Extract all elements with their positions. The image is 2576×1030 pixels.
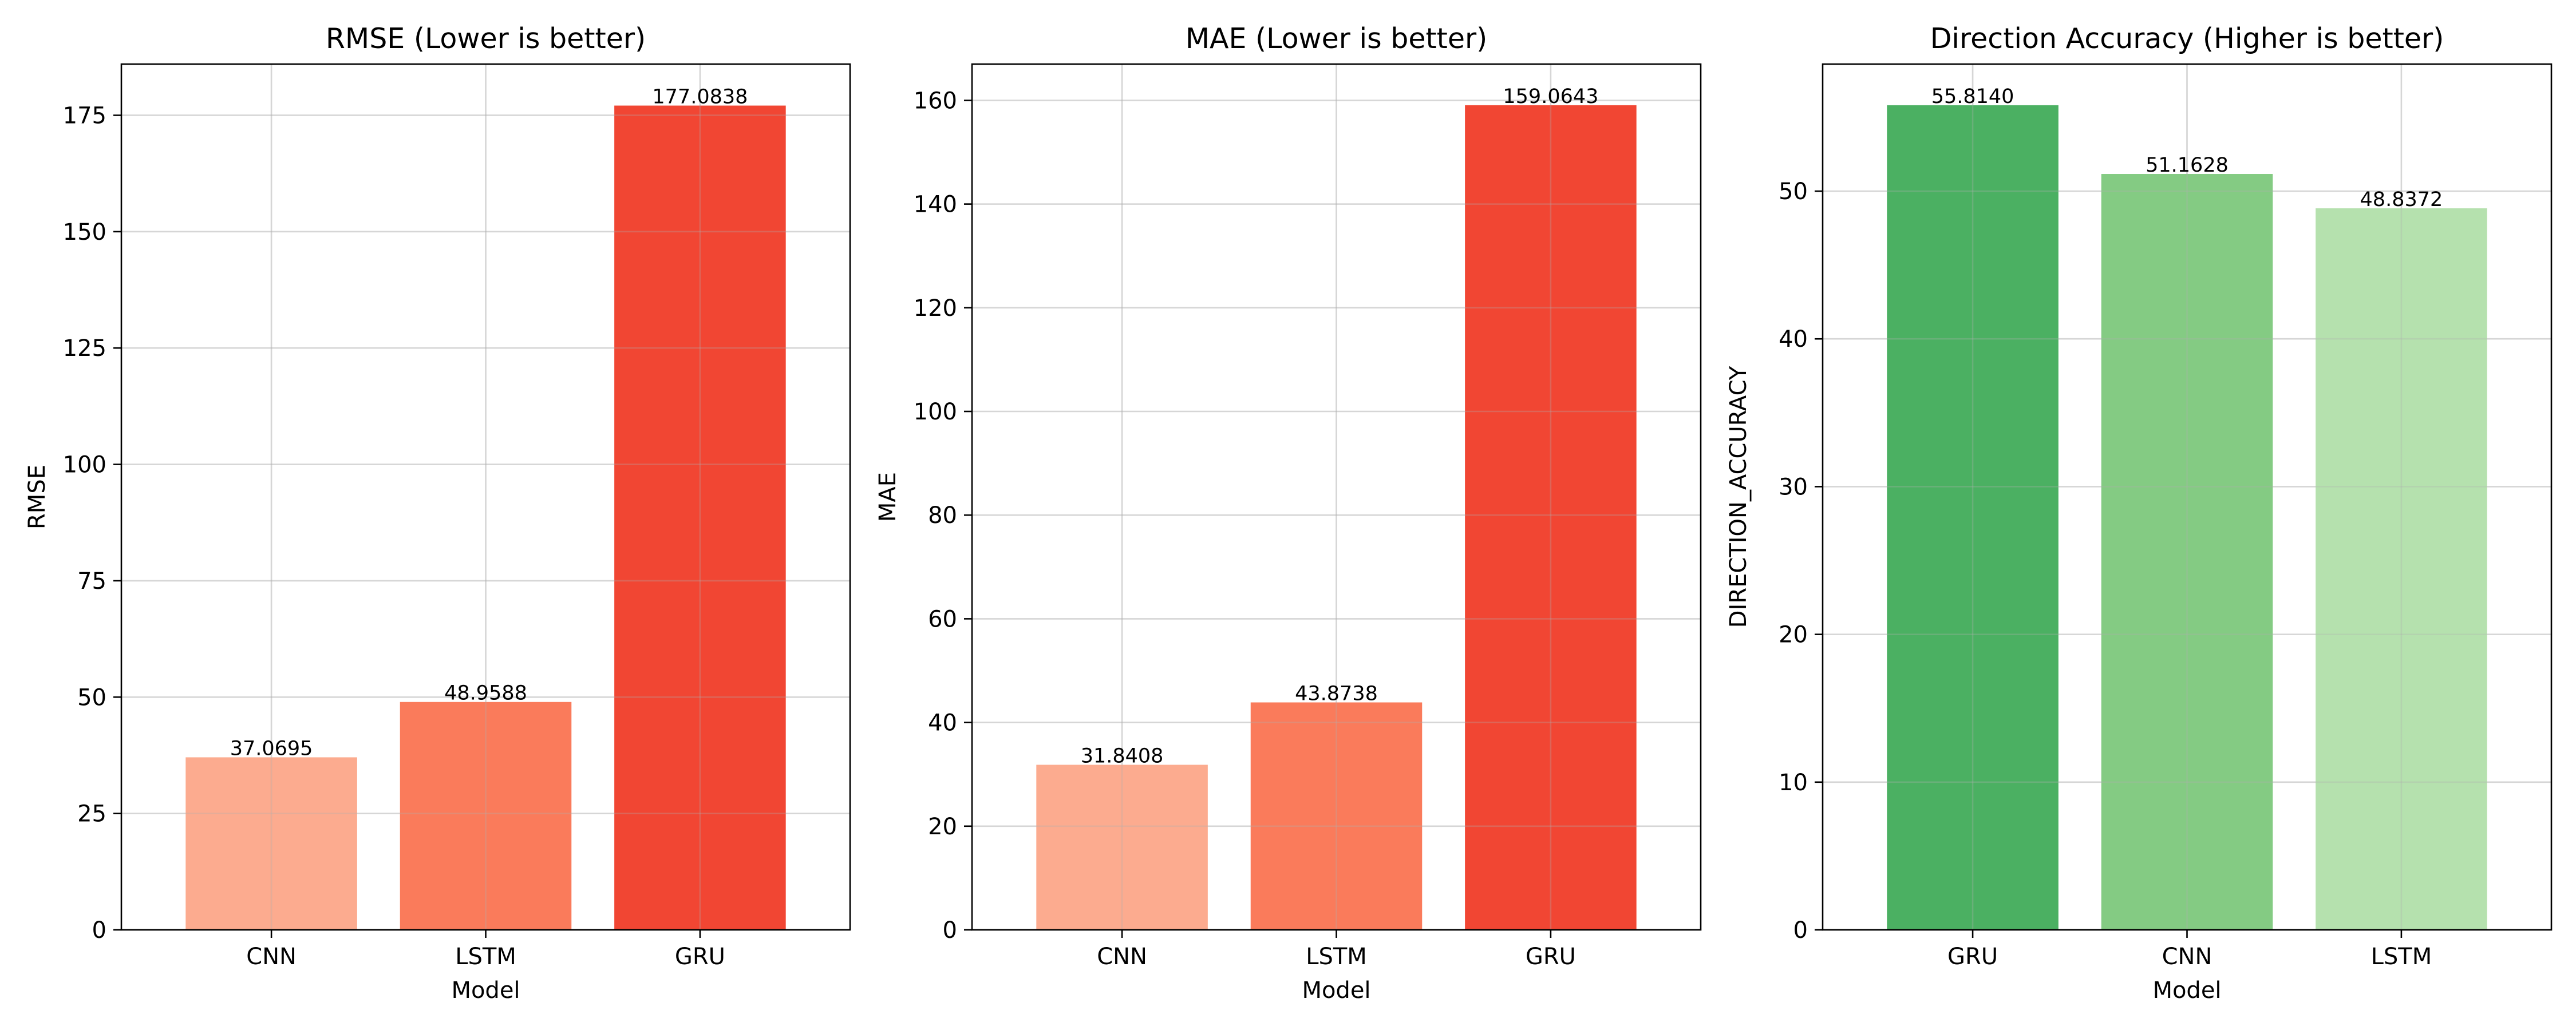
y-tick-label: 40 bbox=[928, 710, 957, 736]
y-tick-label: 30 bbox=[1779, 474, 1808, 500]
bar-lstm bbox=[400, 702, 572, 930]
bar-cnn bbox=[1036, 764, 1208, 930]
x-tick-label: GRU bbox=[1947, 944, 1998, 970]
chart-title: MAE (Lower is better) bbox=[1186, 22, 1488, 55]
bar-value-label: 51.1628 bbox=[2146, 154, 2229, 177]
gridlines-overlay bbox=[121, 64, 850, 931]
bar-value-label: 159.0643 bbox=[1503, 85, 1598, 108]
y-tick-label: 0 bbox=[92, 917, 106, 944]
bar-cnn bbox=[2101, 174, 2273, 930]
x-tick-label: CNN bbox=[2162, 944, 2212, 970]
x-tick-label: GRU bbox=[675, 944, 725, 970]
x-tick-label: GRU bbox=[1526, 944, 1576, 970]
y-tick-label: 0 bbox=[1793, 917, 1808, 944]
bar-value-label: 55.8140 bbox=[1931, 85, 2014, 108]
chart-panel-1: 37.0695 48.9588 177.0838 0 25 50 75 100 125 150 17… bbox=[24, 22, 851, 1004]
y-axis-label: MAE bbox=[875, 472, 901, 522]
y-tick-label: 25 bbox=[77, 801, 106, 827]
bar-value-label: 37.0695 bbox=[230, 737, 313, 760]
y-tick-label: 160 bbox=[914, 88, 957, 114]
y-tick-label: 80 bbox=[928, 502, 957, 529]
x-tick-label: LSTM bbox=[2371, 944, 2432, 970]
y-tick-label: 50 bbox=[77, 684, 106, 711]
y-tick-label: 150 bbox=[63, 219, 106, 245]
y-tick-label: 20 bbox=[1779, 622, 1808, 648]
x-tick-label: CNN bbox=[246, 944, 297, 970]
bar-value-label: 177.0838 bbox=[652, 86, 748, 109]
chart-panels: 37.069548.9588177.0838025507510012515017… bbox=[24, 22, 2553, 1004]
y-tick-label: 100 bbox=[63, 452, 106, 478]
y-tick-label: 125 bbox=[63, 335, 106, 362]
y-tick-label: 75 bbox=[77, 568, 106, 595]
chart-panel-3: 55.8140 51.1628 48.8372 0 10 20 30 40 50 GRU CNN LS… bbox=[1725, 22, 2553, 1004]
bar-gru bbox=[1465, 105, 1637, 930]
y-tick-label: 120 bbox=[914, 295, 957, 322]
bar-gru bbox=[614, 105, 786, 930]
y-tick-label: 0 bbox=[943, 917, 957, 944]
y-axis-label: RMSE bbox=[24, 465, 50, 529]
chart-title: Direction Accuracy (Higher is better) bbox=[1930, 22, 2444, 55]
bar-cnn bbox=[185, 757, 357, 930]
bars bbox=[185, 105, 786, 930]
y-tick-label: 10 bbox=[1779, 770, 1808, 796]
y-tick-label: 50 bbox=[1779, 179, 1808, 205]
bars bbox=[1036, 105, 1637, 930]
x-tick-label: LSTM bbox=[1306, 944, 1367, 970]
bar-value-label: 31.8408 bbox=[1081, 745, 1164, 768]
bar-value-label: 48.8372 bbox=[2360, 188, 2443, 211]
y-tick-label: 100 bbox=[914, 399, 957, 425]
chart-panel-2: 31.8408 43.8738 159.0643 0 20 40 60 80 100 120 140… bbox=[875, 22, 1702, 1004]
x-axis-label: Model bbox=[2152, 977, 2221, 1004]
chart-title: RMSE (Lower is better) bbox=[326, 22, 646, 55]
x-tick-label: CNN bbox=[1097, 944, 1147, 970]
x-tick-label: LSTM bbox=[455, 944, 516, 970]
y-tick-label: 40 bbox=[1779, 326, 1808, 352]
bar-lstm bbox=[2316, 208, 2487, 930]
x-axis-label: Model bbox=[1302, 977, 1370, 1004]
bars bbox=[1887, 105, 2487, 930]
y-tick-label: 60 bbox=[928, 606, 957, 632]
y-tick-label: 140 bbox=[914, 192, 957, 218]
bar-value-label: 48.9588 bbox=[444, 682, 527, 705]
bar-value-label: 43.8738 bbox=[1295, 683, 1378, 706]
x-axis-label: Model bbox=[451, 977, 520, 1004]
y-axis-label: DIRECTION_ACCURACY bbox=[1725, 366, 1752, 628]
bar-gru bbox=[1887, 105, 2059, 930]
y-tick-label: 175 bbox=[63, 102, 106, 129]
bar-lstm bbox=[1250, 702, 1423, 930]
y-tick-label: 20 bbox=[928, 814, 957, 840]
